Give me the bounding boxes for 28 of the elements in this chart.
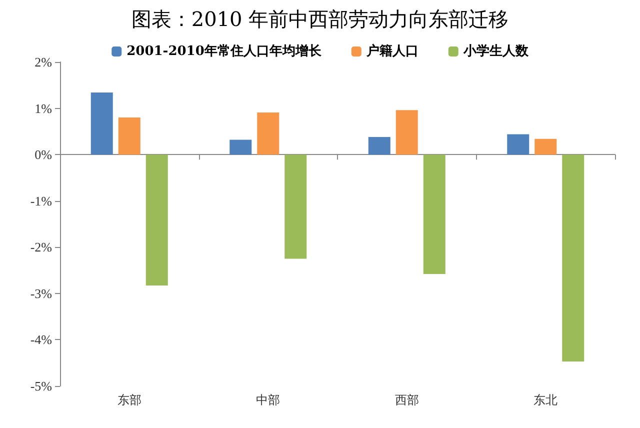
legend-label: 小学生人数 bbox=[462, 44, 530, 59]
y-tick-label: -3% bbox=[30, 286, 52, 301]
y-tick-label: -4% bbox=[30, 332, 52, 348]
x-tick-label: 东部 bbox=[117, 393, 142, 407]
bar bbox=[90, 92, 113, 155]
bar bbox=[257, 112, 280, 155]
bar bbox=[368, 136, 390, 155]
bar bbox=[423, 154, 446, 274]
bar bbox=[562, 154, 584, 362]
x-tick-label: 西部 bbox=[394, 393, 419, 407]
bar bbox=[230, 140, 252, 155]
y-tick-label: -5% bbox=[30, 378, 52, 394]
bar bbox=[507, 134, 530, 155]
bar bbox=[396, 110, 418, 155]
legend-label: 2001-2010年常住人口年均增长 bbox=[126, 44, 322, 59]
y-tick-label: 0% bbox=[34, 147, 52, 162]
y-tick-label: -2% bbox=[30, 240, 52, 255]
legend-label: 户籍人口 bbox=[365, 43, 418, 59]
y-tick-label: -1% bbox=[30, 193, 52, 208]
chart-title: 图表：2010 年前中西部劳动力向东部迁移 bbox=[131, 7, 509, 31]
bar bbox=[284, 154, 307, 259]
x-tick-label: 中部 bbox=[256, 393, 280, 407]
y-tick-label: 2% bbox=[34, 54, 52, 70]
bar bbox=[534, 138, 557, 155]
bar bbox=[118, 118, 140, 155]
bar bbox=[146, 154, 168, 286]
y-tick-label: 1% bbox=[34, 100, 52, 116]
x-tick-label: 东北 bbox=[534, 393, 558, 407]
